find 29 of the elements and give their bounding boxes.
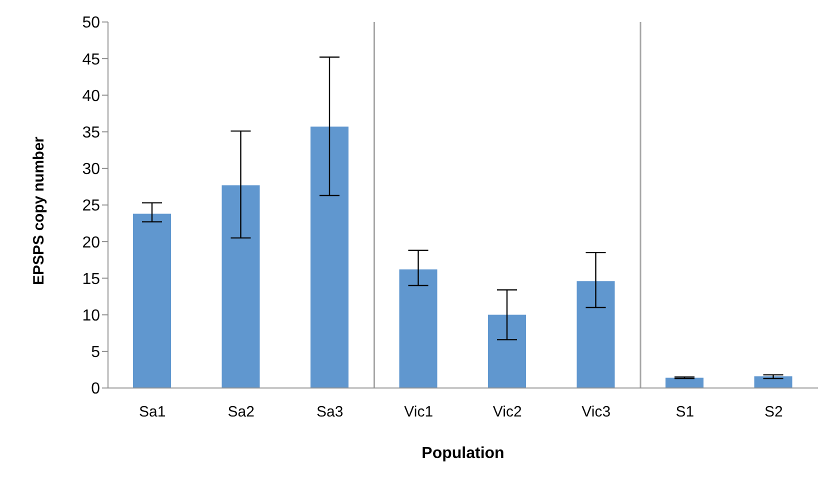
bar — [488, 314, 526, 388]
bar — [310, 126, 348, 388]
x-tick-label: Vic3 — [582, 404, 611, 421]
x-tick-label: S2 — [764, 404, 783, 421]
y-tick-label: 10 — [82, 307, 100, 324]
y-tick-label: 30 — [82, 161, 100, 178]
x-tick-label: Vic2 — [492, 404, 522, 421]
x-tick-label: Sa3 — [316, 404, 344, 421]
y-tick-label: 0 — [91, 380, 100, 398]
bar — [754, 376, 792, 388]
bar — [133, 214, 171, 388]
y-tick-label: 20 — [82, 234, 100, 252]
y-tick-label: 40 — [82, 88, 100, 105]
y-tick-label: 5 — [91, 344, 100, 362]
y-tick-label: 15 — [82, 270, 100, 288]
bar — [576, 281, 615, 388]
x-tick-label: Sa2 — [228, 404, 254, 421]
x-tick-label: Sa1 — [139, 404, 166, 421]
y-tick-label: 45 — [82, 51, 100, 68]
y-tick-label: 35 — [82, 124, 100, 142]
y-tick-label: 25 — [82, 198, 100, 215]
x-axis-title: Population — [422, 445, 504, 462]
x-tick-label: S1 — [676, 404, 694, 421]
y-axis-title: EPSPS copy number — [30, 136, 48, 285]
bar — [666, 378, 704, 388]
bar — [222, 185, 260, 388]
y-tick-label: 50 — [82, 14, 100, 32]
x-tick-label: Vic1 — [404, 404, 434, 421]
bar — [399, 269, 438, 388]
